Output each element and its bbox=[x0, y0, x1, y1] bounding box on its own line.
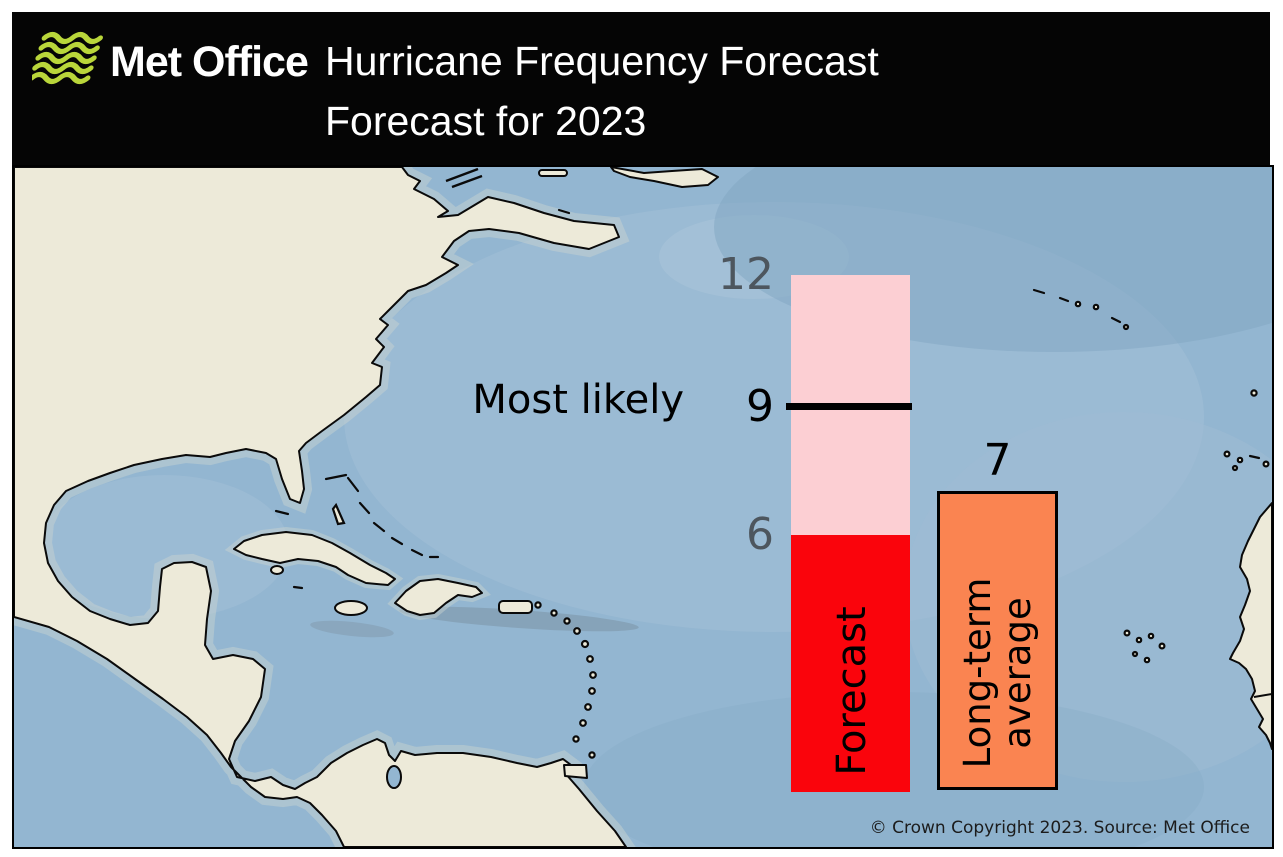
atlantic-basin-map bbox=[14, 167, 1272, 847]
long-term-average-bar-label: Long-term average bbox=[956, 577, 1039, 769]
forecast-solid-segment bbox=[791, 535, 910, 792]
andros-island bbox=[331, 502, 346, 526]
y-tick-9: 9 bbox=[746, 381, 774, 432]
jamaica-island bbox=[334, 600, 368, 616]
madeira-island bbox=[1250, 389, 1258, 397]
atlantic-map-panel: Most likely 12 9 6 7 Forecast Long-term … bbox=[12, 165, 1274, 849]
most-likely-annotation: Most likely bbox=[472, 377, 684, 423]
gambia-river bbox=[1253, 693, 1272, 698]
met-office-wordmark: Met Office bbox=[110, 38, 309, 86]
grand-bahama-island bbox=[324, 473, 348, 481]
y-tick-12: 12 bbox=[718, 249, 774, 300]
copyright-notice: © Crown Copyright 2023. Source: Met Offi… bbox=[869, 818, 1250, 838]
sable-island bbox=[557, 208, 571, 215]
florida-keys bbox=[274, 509, 290, 516]
eleuthera-island bbox=[358, 501, 371, 515]
isle-of-youth-island bbox=[270, 565, 284, 575]
tobago-island bbox=[588, 751, 596, 759]
st-lawrence-river bbox=[445, 167, 483, 189]
prince-edward-island bbox=[538, 169, 568, 177]
lake-maracaibo bbox=[386, 765, 402, 789]
most-likely-line bbox=[786, 403, 912, 410]
met-office-waves-icon bbox=[32, 31, 103, 85]
long-term-average-bar bbox=[937, 491, 1058, 790]
abaco-island bbox=[346, 476, 360, 493]
small-islands bbox=[274, 208, 1270, 759]
average-value-label: 7 bbox=[983, 435, 1012, 486]
cayman-islands bbox=[292, 585, 304, 590]
chart-subtitle: Forecast for 2023 bbox=[325, 98, 647, 144]
chart-title: Hurricane Frequency Forecast bbox=[325, 38, 879, 84]
header-bar: Met Office Hurricane Frequency Forecast … bbox=[12, 12, 1270, 165]
forecast-bar-label: Forecast bbox=[829, 606, 875, 776]
cape-verde-islands bbox=[1123, 629, 1131, 637]
guadeloupe-island bbox=[580, 639, 590, 649]
y-tick-6: 6 bbox=[746, 509, 774, 560]
azores-islands bbox=[1032, 288, 1046, 295]
canary-islands bbox=[1223, 450, 1231, 458]
puerto-rico-island bbox=[498, 600, 533, 614]
trinidad-island bbox=[563, 764, 588, 779]
